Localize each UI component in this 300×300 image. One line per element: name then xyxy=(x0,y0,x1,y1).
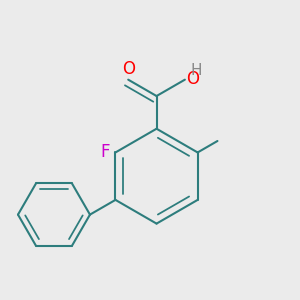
Text: O: O xyxy=(122,60,135,78)
Text: O: O xyxy=(187,70,200,88)
Text: F: F xyxy=(100,143,110,161)
Text: H: H xyxy=(191,63,202,78)
